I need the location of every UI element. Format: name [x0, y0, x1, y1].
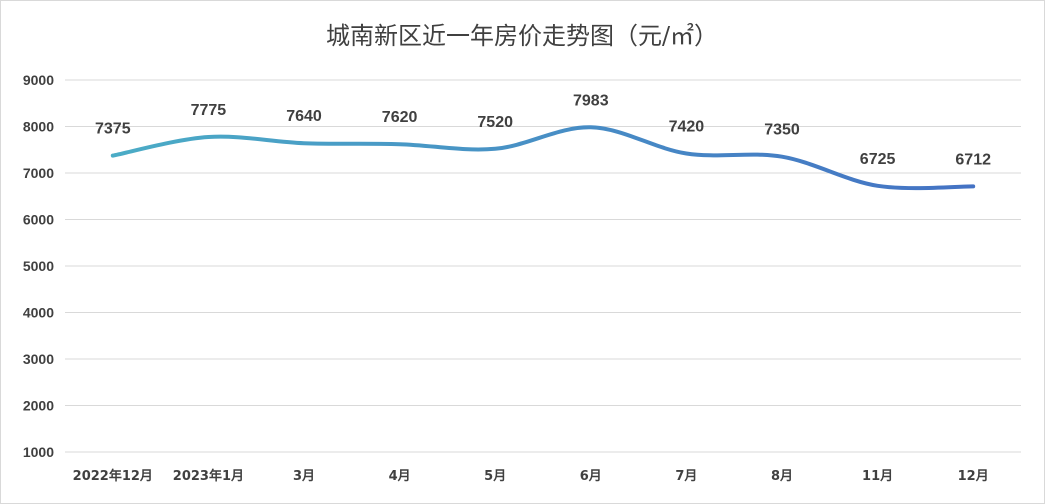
x-axis-ticks: 2022年12月 2023年1月 3月 4月 5月 6月 7月 8月 11月 12月	[73, 468, 989, 484]
data-label: 7983	[573, 92, 609, 109]
y-tick-label: 7000	[23, 165, 54, 181]
data-label: 7520	[477, 114, 513, 131]
y-tick-label: 1000	[23, 444, 54, 460]
data-label: 7420	[669, 118, 705, 135]
y-tick-label: 4000	[23, 305, 54, 321]
data-label: 7640	[286, 108, 322, 125]
data-labels: 7375 7775 7640 7620 7520 7983 7420 7350 6725 6712	[95, 92, 991, 168]
data-label: 7350	[764, 122, 800, 139]
y-tick-label: 5000	[23, 258, 54, 274]
data-label: 7620	[382, 109, 418, 126]
data-label: 7775	[191, 102, 227, 119]
x-tick-label: 2022年12月	[73, 468, 153, 484]
x-tick-label: 2023年1月	[173, 468, 244, 484]
x-tick-label: 6月	[580, 469, 602, 484]
x-tick-label: 3月	[293, 469, 315, 484]
gridlines	[65, 79, 1021, 453]
data-label: 6712	[955, 151, 991, 168]
x-tick-label: 12月	[958, 469, 989, 484]
chart-title: 城南新区近一年房价走势图（元/㎡）	[326, 22, 718, 50]
y-tick-label: 6000	[23, 212, 54, 228]
y-axis-ticks: 1000 2000 3000 4000 5000 6000 7000 8000 9000	[23, 72, 54, 460]
data-label: 6725	[860, 151, 896, 168]
x-tick-label: 5月	[484, 469, 506, 484]
x-tick-label: 7月	[675, 469, 697, 484]
x-tick-label: 11月	[862, 469, 893, 484]
series-line	[110, 125, 976, 191]
x-tick-label: 4月	[389, 469, 411, 484]
x-tick-label: 8月	[771, 469, 793, 484]
data-label: 7375	[95, 121, 131, 138]
y-tick-label: 8000	[23, 119, 54, 135]
y-tick-label: 2000	[23, 398, 54, 414]
y-tick-label: 3000	[23, 351, 54, 367]
y-tick-label: 9000	[23, 72, 54, 88]
